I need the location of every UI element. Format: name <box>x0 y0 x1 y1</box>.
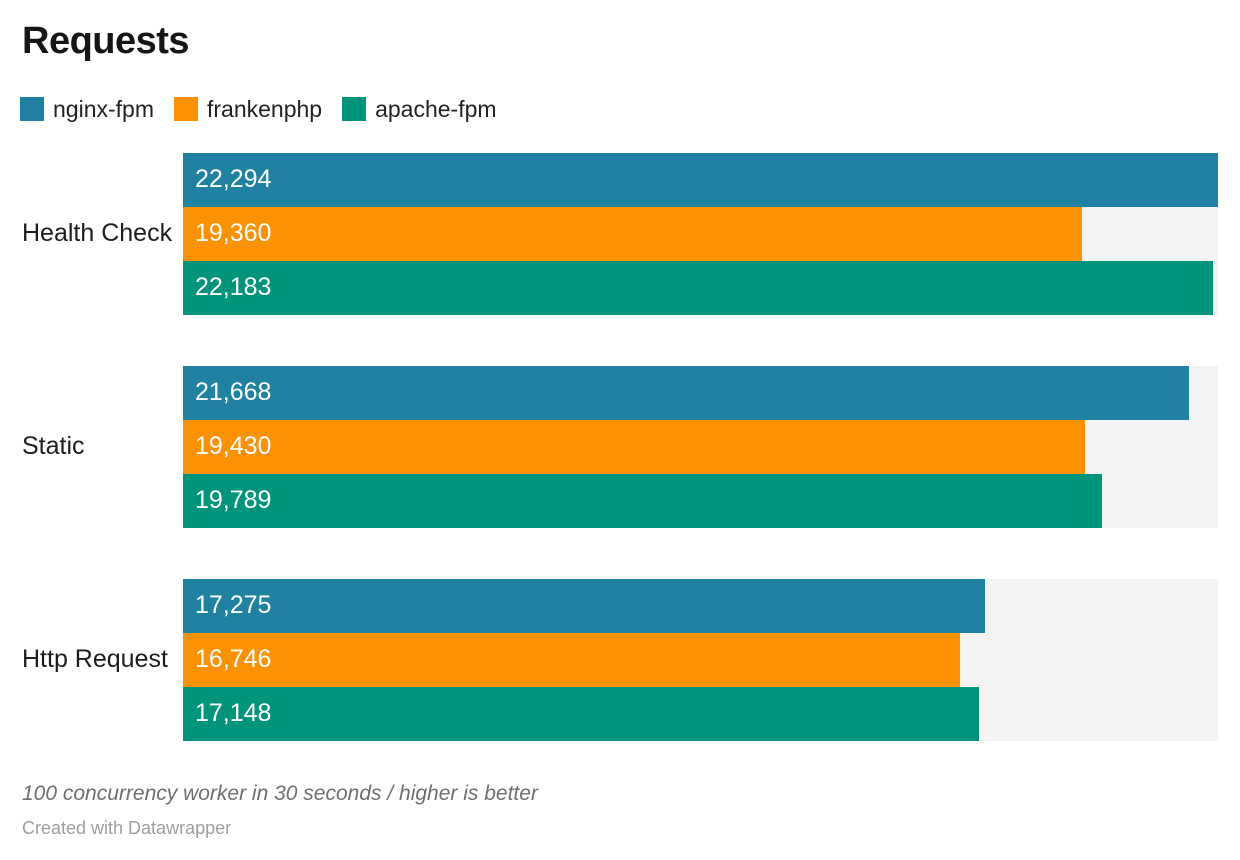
value-label: 17,275 <box>195 591 272 620</box>
bar-track: 22,294 <box>183 152 1218 207</box>
bar-apache-fpm: 19,789 <box>183 473 1102 528</box>
category-group-http-request: Http Request 17,275 16,746 17,148 <box>0 578 1218 741</box>
legend-label: nginx-fpm <box>53 95 154 122</box>
category-label: Health Check <box>22 219 173 248</box>
bar-stack: 21,668 19,430 19,789 <box>183 365 1218 528</box>
value-label: 19,789 <box>195 486 272 515</box>
category-label: Http Request <box>22 645 168 674</box>
value-label: 19,430 <box>195 432 272 461</box>
bar-stack: 22,294 19,360 22,183 <box>183 152 1218 315</box>
bar-track: 17,275 <box>183 578 1218 633</box>
bar-frankenphp: 19,360 <box>183 206 1082 261</box>
legend-swatch <box>20 97 44 122</box>
legend-item-nginx-fpm: nginx-fpm <box>20 96 154 123</box>
footer-note: 100 concurrency worker in 30 seconds / h… <box>22 781 538 805</box>
bar-track: 19,789 <box>183 473 1218 528</box>
legend-item-frankenphp: frankenphp <box>173 95 323 123</box>
bar-track: 21,668 <box>183 365 1218 420</box>
bar-track: 19,430 <box>183 419 1218 474</box>
bar-nginx-fpm: 22,294 <box>183 152 1218 207</box>
bar-nginx-fpm: 17,275 <box>183 578 986 633</box>
chart-title: Requests <box>22 20 190 62</box>
bar-track: 22,183 <box>183 260 1218 315</box>
datawrapper-attribution[interactable]: Created with Datawrapper <box>22 817 232 838</box>
legend-swatch <box>173 97 198 122</box>
value-label: 17,148 <box>195 699 272 728</box>
bar-track: 16,746 <box>183 632 1218 687</box>
legend-label: frankenphp <box>206 95 323 122</box>
bar-nginx-fpm: 21,668 <box>183 365 1189 420</box>
category-label: Static <box>22 432 85 461</box>
legend-item-apache-fpm: apache-fpm <box>342 95 497 123</box>
category-group-health-check: Health Check 22,294 19,360 22,183 <box>0 152 1218 315</box>
value-label: 21,668 <box>195 378 272 407</box>
value-label: 19,360 <box>195 219 272 248</box>
value-label: 16,746 <box>195 645 272 674</box>
legend-swatch <box>342 97 367 122</box>
bar-frankenphp: 19,430 <box>183 419 1085 474</box>
bar-chart: Health Check 22,294 19,360 22,183 Static 21,6… <box>0 152 1218 741</box>
legend-label: apache-fpm <box>375 95 497 122</box>
bar-apache-fpm: 22,183 <box>183 260 1213 315</box>
value-label: 22,294 <box>195 165 272 194</box>
value-label: 22,183 <box>195 273 272 302</box>
category-group-static: Static 21,668 19,430 19,789 <box>0 365 1218 528</box>
bar-apache-fpm: 17,148 <box>183 686 980 741</box>
bar-frankenphp: 16,746 <box>183 632 961 687</box>
bar-track: 17,148 <box>183 686 1218 741</box>
bar-stack: 17,275 16,746 17,148 <box>183 578 1218 741</box>
bar-track: 19,360 <box>183 206 1218 261</box>
legend: nginx-fpm frankenphp apache-fpm <box>20 96 1240 123</box>
